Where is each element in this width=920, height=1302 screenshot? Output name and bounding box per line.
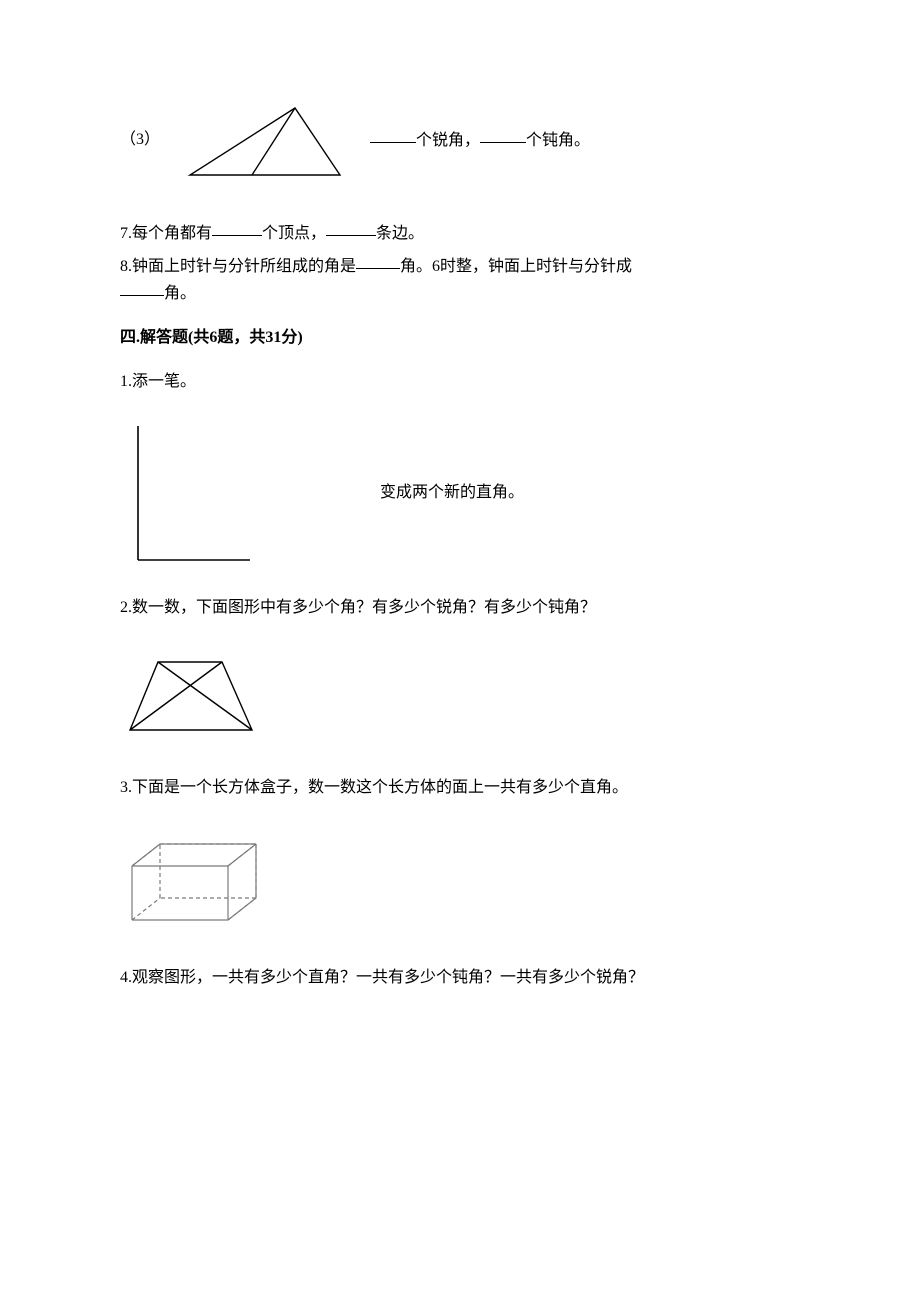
worksheet-page: （3） 个锐角， 个钝角。 7.每个角都有 个顶点， 条边。 8.钟面上时针与分针所组… bbox=[0, 0, 920, 1302]
q6-3-text: 个锐角， 个钝角。 bbox=[370, 128, 590, 153]
q6-3-mid: 个锐角， bbox=[416, 132, 480, 149]
question-8: 8.钟面上时针与分针所组成的角是 角。6时整，钟面上时针与分针成 角。 bbox=[120, 253, 800, 307]
q7-mid: 个顶点， bbox=[262, 225, 326, 242]
q6-3-index: （3） bbox=[120, 128, 160, 152]
s4q3-figure-wrap bbox=[120, 830, 800, 938]
q7-suffix: 条边。 bbox=[376, 225, 424, 242]
trapezoid-figure bbox=[120, 650, 260, 740]
q6-3-end: 个钝角。 bbox=[526, 132, 590, 149]
blank-clock-angle-2 bbox=[120, 279, 164, 296]
s4q1-figure-row: 变成两个新的直角。 bbox=[120, 418, 800, 568]
question-6-3: （3） 个锐角， 个钝角。 bbox=[120, 100, 800, 180]
right-angle-figure bbox=[120, 418, 260, 568]
s4-question-1: 1.添一笔。 变成两个新的直角。 bbox=[120, 370, 800, 568]
section-4-title: 四.解答题(共6题，共31分) bbox=[120, 326, 800, 350]
s4q2-text: 2.数一数，下面图形中有多少个角？有多少个锐角？有多少个钝角？ bbox=[120, 596, 800, 620]
triangle-figure bbox=[180, 100, 350, 180]
cuboid-figure bbox=[120, 830, 270, 930]
s4q3-text: 3.下面是一个长方体盒子，数一数这个长方体的面上一共有多少个直角。 bbox=[120, 776, 800, 800]
s4q2-figure-wrap bbox=[120, 650, 800, 748]
s4-question-4: 4.观察图形，一共有多少个直角？一共有多少个钝角？一共有多少个锐角？ bbox=[120, 966, 800, 990]
question-7: 7.每个角都有 个顶点， 条边。 bbox=[120, 220, 800, 247]
q8-a: 8.钟面上时针与分针所组成的角是 bbox=[120, 258, 356, 275]
blank-obtuse-count bbox=[480, 126, 526, 143]
blank-vertex-count bbox=[212, 219, 262, 236]
q8-b: 角。6时整，钟面上时针与分针成 bbox=[400, 258, 632, 275]
q8-c: 角。 bbox=[164, 285, 196, 302]
blank-clock-angle-1 bbox=[356, 252, 400, 269]
s4q4-text: 4.观察图形，一共有多少个直角？一共有多少个钝角？一共有多少个锐角？ bbox=[120, 966, 800, 990]
s4q1-caption: 变成两个新的直角。 bbox=[380, 481, 524, 505]
s4q1-text: 1.添一笔。 bbox=[120, 370, 800, 394]
blank-acute-count bbox=[370, 126, 416, 143]
s4-question-2: 2.数一数，下面图形中有多少个角？有多少个锐角？有多少个钝角？ bbox=[120, 596, 800, 748]
blank-edge-count bbox=[326, 219, 376, 236]
s4-question-3: 3.下面是一个长方体盒子，数一数这个长方体的面上一共有多少个直角。 bbox=[120, 776, 800, 938]
q7-prefix: 7.每个角都有 bbox=[120, 225, 212, 242]
